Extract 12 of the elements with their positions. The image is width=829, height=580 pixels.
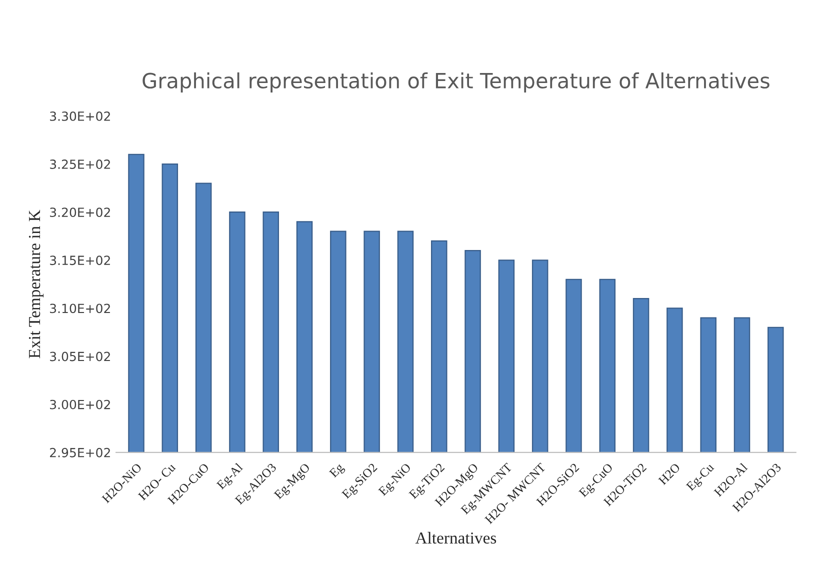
y-tick-label: 3.05E+02 (50, 352, 110, 362)
y-tick-label: 3.15E+02 (50, 256, 110, 266)
y-tick-label: 2.95E+02 (50, 448, 110, 458)
y-tick-label: 3.25E+02 (50, 160, 110, 169)
chart-title: Graphical representation of Exit Temperature of Alternatives (142, 72, 770, 93)
x-axis-title: Alternatives (415, 532, 496, 544)
y-tick-label: 3.30E+02 (50, 111, 110, 121)
y-tick-label: 3.10E+02 (50, 304, 110, 314)
y-tick-label: 3.00E+02 (50, 400, 110, 410)
y-tick-label: 3.20E+02 (50, 208, 110, 218)
y-axis-title: Exit Temperature in K (28, 210, 44, 358)
x-tick-label: H2O (658, 462, 681, 486)
